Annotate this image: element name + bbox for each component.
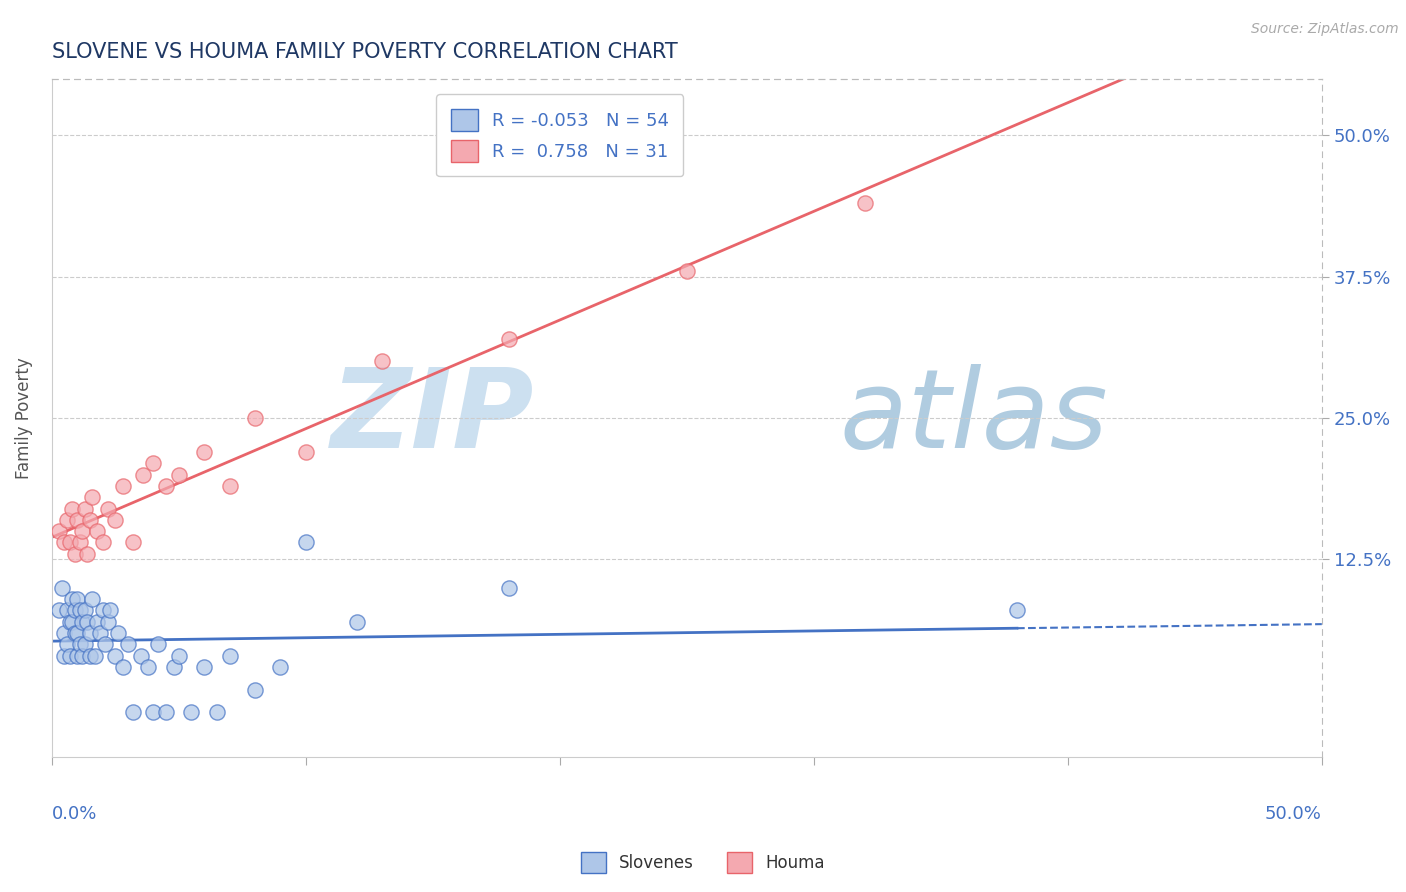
Point: [79, 626, 101, 640]
Point: [56, 603, 79, 617]
Point: [66, 626, 89, 640]
Point: [70, 648, 93, 663]
Point: [51, 581, 73, 595]
Point: [205, 705, 228, 719]
Point: [675, 264, 697, 278]
Point: [70, 615, 93, 629]
Point: [294, 535, 316, 549]
Point: [853, 196, 876, 211]
Text: 0.0%: 0.0%: [52, 805, 97, 823]
Point: [79, 648, 101, 663]
Text: SLOVENE VS HOUMA FAMILY POVERTY CORRELATION CHART: SLOVENE VS HOUMA FAMILY POVERTY CORRELAT…: [52, 42, 678, 62]
Point: [132, 467, 155, 482]
Point: [218, 648, 240, 663]
Legend: R = -0.053   N = 54, R =  0.758   N = 31: R = -0.053 N = 54, R = 0.758 N = 31: [436, 95, 683, 177]
Point: [66, 648, 89, 663]
Point: [94, 637, 117, 651]
Point: [163, 660, 186, 674]
Point: [371, 354, 394, 368]
Point: [76, 615, 98, 629]
Point: [60, 592, 83, 607]
Text: 50.0%: 50.0%: [1265, 805, 1322, 823]
Point: [107, 626, 129, 640]
Point: [117, 637, 139, 651]
Point: [104, 648, 127, 663]
Point: [89, 626, 111, 640]
Point: [82, 592, 104, 607]
Point: [60, 501, 83, 516]
Point: [243, 411, 266, 425]
Point: [193, 660, 215, 674]
Point: [98, 603, 121, 617]
Point: [498, 581, 520, 595]
Point: [142, 456, 165, 470]
Point: [167, 648, 190, 663]
Point: [136, 660, 159, 674]
Point: [167, 467, 190, 482]
Point: [1005, 603, 1028, 617]
Point: [60, 615, 83, 629]
Point: [122, 535, 145, 549]
Point: [69, 535, 91, 549]
Point: [243, 682, 266, 697]
Point: [122, 705, 145, 719]
Point: [66, 592, 89, 607]
Point: [66, 513, 89, 527]
Point: [58, 648, 80, 663]
Point: [48, 603, 70, 617]
Legend: Slovenes, Houma: Slovenes, Houma: [574, 846, 832, 880]
Text: ZIP: ZIP: [330, 365, 534, 472]
Point: [97, 615, 120, 629]
Point: [218, 479, 240, 493]
Point: [70, 524, 93, 538]
Point: [86, 524, 108, 538]
Point: [73, 501, 96, 516]
Text: Source: ZipAtlas.com: Source: ZipAtlas.com: [1251, 22, 1399, 37]
Point: [56, 513, 79, 527]
Point: [63, 626, 86, 640]
Point: [155, 479, 177, 493]
Point: [73, 637, 96, 651]
Point: [142, 705, 165, 719]
Y-axis label: Family Poverty: Family Poverty: [15, 357, 32, 479]
Point: [155, 705, 177, 719]
Point: [73, 603, 96, 617]
Point: [58, 535, 80, 549]
Point: [97, 501, 120, 516]
Point: [346, 615, 368, 629]
Point: [86, 615, 108, 629]
Point: [56, 637, 79, 651]
Point: [53, 626, 76, 640]
Point: [129, 648, 152, 663]
Point: [498, 332, 520, 346]
Point: [148, 637, 170, 651]
Text: atlas: atlas: [839, 365, 1108, 472]
Point: [91, 603, 114, 617]
Point: [111, 479, 134, 493]
Point: [58, 615, 80, 629]
Point: [63, 603, 86, 617]
Point: [180, 705, 202, 719]
Point: [53, 535, 76, 549]
Point: [294, 445, 316, 459]
Point: [69, 603, 91, 617]
Point: [193, 445, 215, 459]
Point: [104, 513, 127, 527]
Point: [269, 660, 291, 674]
Point: [84, 648, 107, 663]
Point: [48, 524, 70, 538]
Point: [76, 547, 98, 561]
Point: [69, 637, 91, 651]
Point: [82, 490, 104, 504]
Point: [53, 648, 76, 663]
Point: [79, 513, 101, 527]
Point: [63, 547, 86, 561]
Point: [91, 535, 114, 549]
Point: [111, 660, 134, 674]
